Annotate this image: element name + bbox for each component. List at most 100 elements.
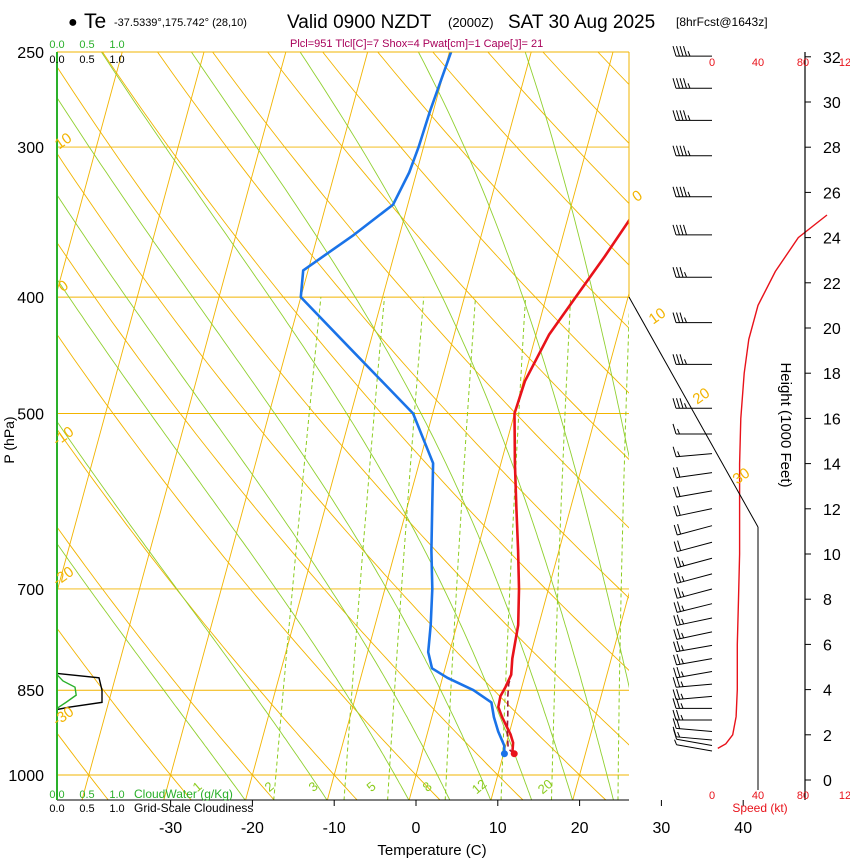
wind-barb-feather [672, 398, 677, 409]
temperature-tick-label: 10 [489, 820, 507, 837]
mixing-ratio-line [617, 307, 629, 800]
pressure-tick-label: 1000 [8, 768, 44, 785]
wind-barb-staff [676, 671, 713, 679]
wind-barb-feather [676, 186, 680, 197]
wind-barb-feather [672, 709, 677, 721]
moist-adiabat-line [57, 96, 492, 800]
wind-barb [674, 739, 713, 752]
wind-barb-feather [673, 573, 678, 584]
wind-barb-feather [676, 614, 681, 625]
temperature-tick-label: 0 [412, 820, 421, 837]
wind-barb-feather [676, 267, 680, 278]
wind-barb-feather [679, 354, 684, 365]
wind-barb-feather [673, 615, 678, 626]
dry-adiabat-line [156, 52, 629, 599]
wind-barb-staff [677, 541, 713, 553]
wind-barb-feather [677, 556, 682, 567]
wind-barb [672, 145, 712, 157]
station-code: Te [84, 10, 106, 33]
cloudiness-scale-label: 0.5 [79, 54, 94, 66]
station-marker: ● [68, 14, 78, 31]
wind-barb-staff [677, 588, 713, 599]
temperature-axis-title: Temperature (C) [377, 842, 486, 859]
moist-adiabat-line [57, 420, 328, 800]
wind-barb-feather [683, 46, 687, 57]
speed-tick-label: 80 [797, 790, 809, 802]
dry-adiabat-line [57, 152, 607, 800]
wind-barb [673, 640, 713, 653]
forecast-date: SAT 30 Aug 2025 [508, 12, 655, 33]
surface-temperature-point [510, 750, 518, 758]
wind-barb-feather [676, 466, 681, 478]
wind-barb-staff [676, 603, 713, 613]
wind-barb-feather [673, 629, 678, 640]
wind-barb [672, 676, 713, 688]
height-tick-label: 22 [823, 276, 841, 293]
speed-tick-label: 0 [709, 790, 715, 802]
dry-adiabat-line [57, 732, 109, 800]
mixing-ratio-line [387, 297, 425, 800]
isotherm-label: 0 [629, 187, 646, 206]
cloud-water-scale-label: 0.5 [79, 789, 94, 801]
wind-barb-half [680, 693, 684, 700]
wind-barb-staff [676, 631, 713, 640]
wind-barb-feather [672, 78, 677, 89]
wind-barb-staff [676, 738, 713, 746]
wind-barb-feather [672, 446, 677, 457]
cloudiness-scale-label: 1.0 [109, 54, 124, 66]
moist-adiabat-line [524, 52, 629, 459]
dry-adiabat-line [432, 52, 629, 266]
wind-barb-feather [672, 224, 677, 236]
wind-barb-feather [676, 354, 680, 365]
cloud-water-scale-label: 0.0 [49, 789, 64, 801]
mixing-ratio-line [444, 297, 476, 800]
pressure-tick-label: 500 [17, 407, 44, 424]
cloud-water-scale-label: 1.0 [109, 789, 124, 801]
wind-barb-half [680, 681, 684, 687]
height-tick-label: 6 [823, 637, 832, 654]
speed-tick-label: 40 [752, 790, 764, 802]
cloudiness-scale-label: 0.5 [79, 803, 94, 815]
wind-barb-feather [672, 110, 677, 121]
wind-barb-feather [672, 145, 677, 156]
isotherm-line [245, 52, 450, 800]
wind-barb-feather [683, 186, 687, 197]
dewpoint-trace [299, 52, 506, 754]
wind-barb-staff [676, 617, 713, 626]
cloud-water-scale-label: 0.5 [79, 39, 94, 51]
wind-barb-feather [679, 78, 684, 89]
wind-barb-feather [677, 540, 682, 551]
wind-barb-feather [672, 312, 677, 323]
wind-barb [672, 709, 712, 721]
temperature-tick-label: 30 [653, 820, 671, 837]
wind-barb-feather [673, 588, 678, 599]
height-tick-label: 28 [823, 140, 841, 157]
temperature-tick-label: 40 [734, 820, 752, 837]
wind-barb-half [680, 671, 684, 677]
wind-barb-half [677, 731, 681, 738]
wind-barb-half [687, 150, 691, 156]
wind-barb [672, 46, 712, 57]
wind-barb [672, 186, 712, 198]
wind-barb-half [681, 560, 685, 566]
wind-barb-feather [676, 224, 680, 236]
wind-barb-feather [673, 654, 678, 666]
wind-barb [672, 312, 712, 324]
wind-barb [672, 689, 713, 700]
wind-barb-feather [679, 267, 684, 278]
dry-adiabat-line [57, 241, 524, 800]
wind-barb-feather [672, 726, 677, 737]
mixing-ratio-label: 5 [364, 778, 379, 794]
wind-barb [673, 614, 713, 626]
dry-adiabat-line [57, 526, 275, 800]
wind-barb-feather [676, 505, 681, 516]
isotherm-label: 20 [690, 385, 713, 408]
wind-barb-half [680, 714, 684, 721]
pressure-tick-label: 700 [17, 582, 44, 599]
wind-barb-half [681, 632, 685, 639]
wind-barb-staff [677, 525, 713, 536]
wind-barb-feather [676, 145, 680, 156]
isotherm-line [490, 291, 629, 800]
wind-barb-staff [676, 695, 713, 700]
